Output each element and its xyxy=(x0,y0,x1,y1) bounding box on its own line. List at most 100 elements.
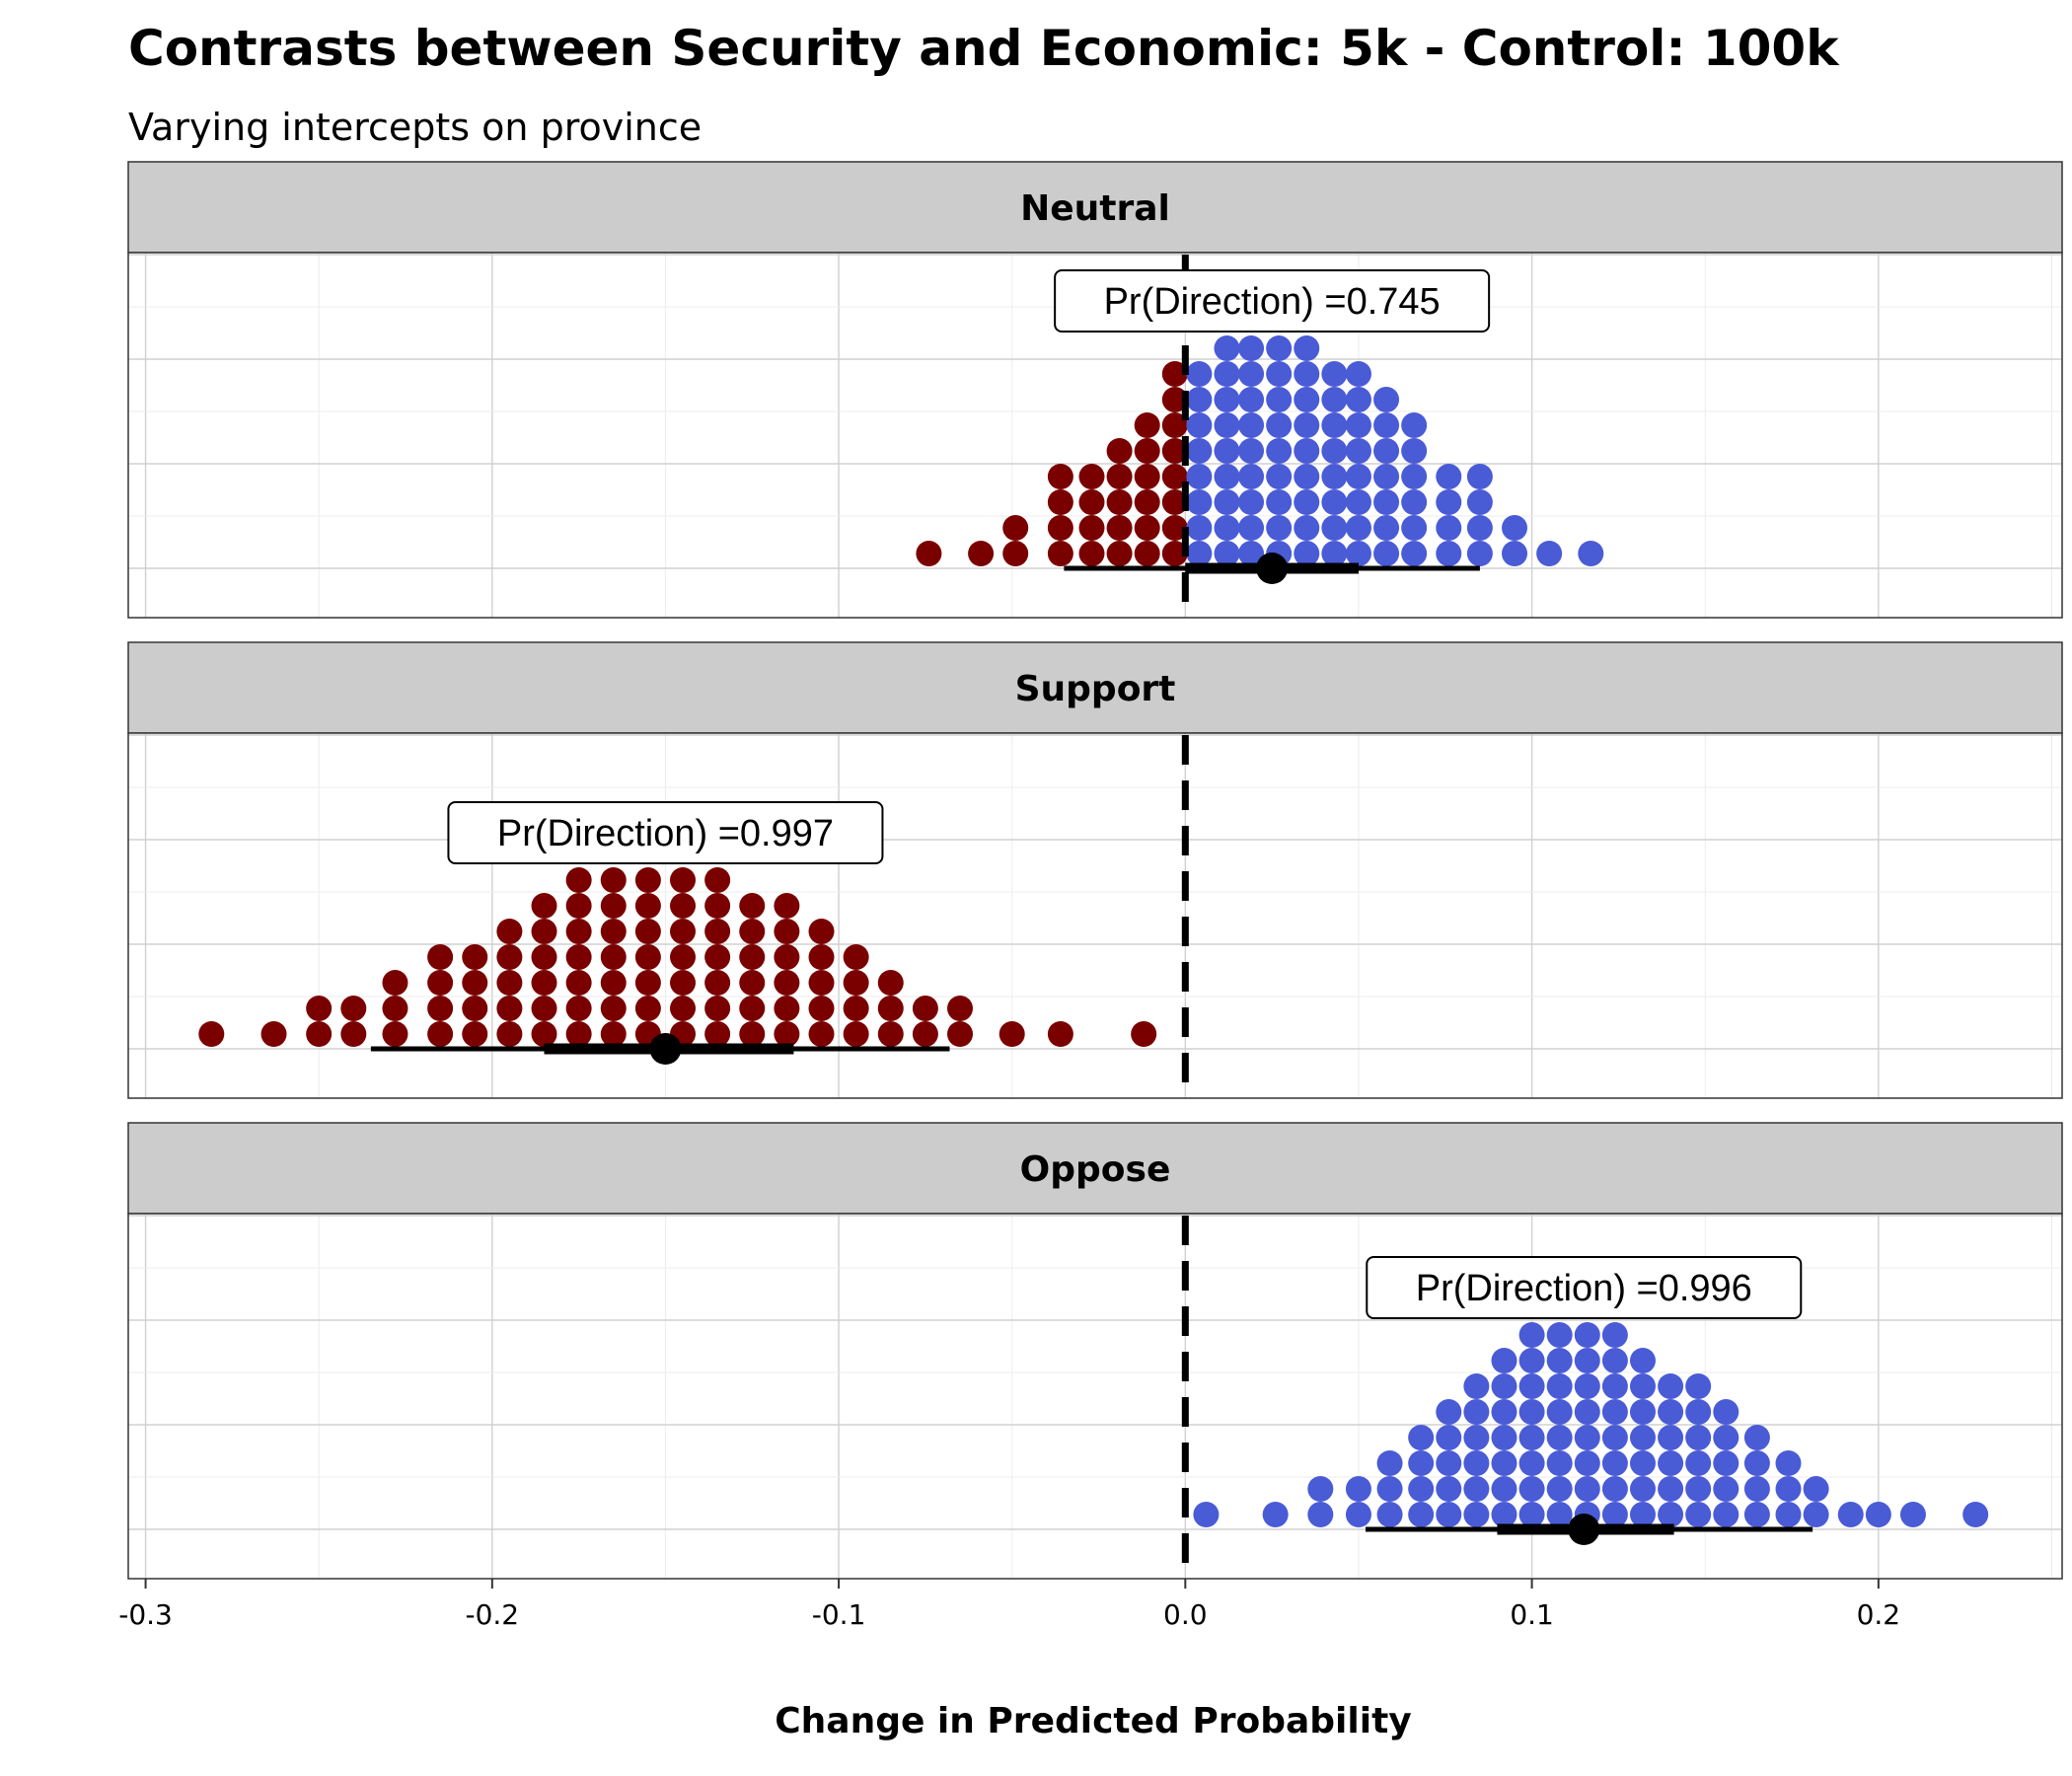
dot xyxy=(1321,464,1348,489)
dot xyxy=(1436,464,1462,489)
dot xyxy=(1743,1450,1770,1476)
dot xyxy=(1186,515,1213,541)
dot xyxy=(496,1021,523,1047)
dot xyxy=(531,1021,557,1047)
dot xyxy=(1266,361,1293,387)
dot xyxy=(1436,489,1462,515)
dot xyxy=(1574,1373,1600,1399)
dot xyxy=(843,996,869,1021)
dot xyxy=(1321,412,1348,438)
dot xyxy=(1865,1502,1891,1527)
dot xyxy=(1436,541,1462,566)
dot xyxy=(1161,541,1188,566)
dot xyxy=(1518,1399,1545,1425)
dot xyxy=(1345,438,1371,464)
dot xyxy=(704,867,731,893)
dot xyxy=(1658,1425,1684,1450)
dot xyxy=(1238,335,1265,361)
dot xyxy=(739,970,766,996)
dot xyxy=(1161,515,1188,541)
dot xyxy=(670,893,697,919)
dot xyxy=(427,970,454,996)
dot xyxy=(1262,1502,1289,1527)
dot xyxy=(1436,515,1462,541)
dot xyxy=(1491,1450,1517,1476)
dot xyxy=(774,944,800,970)
x-axis-label: Change in Predicted Probability xyxy=(775,1701,1412,1741)
dot xyxy=(877,970,904,996)
dot xyxy=(427,1021,454,1047)
panel-border xyxy=(127,732,2063,1099)
dot xyxy=(1491,1502,1517,1527)
dot xyxy=(1373,412,1400,438)
dot xyxy=(1491,1399,1517,1425)
pd-label: Pr(Direction) =0.996 xyxy=(1416,1268,1752,1309)
dot xyxy=(1214,464,1240,489)
dot xyxy=(565,1021,592,1047)
median-point xyxy=(1568,1514,1600,1545)
dot xyxy=(1574,1322,1600,1348)
dot xyxy=(1373,438,1400,464)
dot xyxy=(1238,412,1265,438)
dot xyxy=(1502,541,1528,566)
dot xyxy=(462,996,488,1021)
dot xyxy=(1518,1502,1545,1527)
dot xyxy=(340,1021,367,1047)
dot xyxy=(1401,438,1428,464)
dot xyxy=(1658,1399,1684,1425)
dot xyxy=(1345,489,1371,515)
dot xyxy=(1345,1476,1371,1502)
dot xyxy=(531,919,557,944)
dot xyxy=(531,944,557,970)
dot xyxy=(531,996,557,1021)
dot xyxy=(774,970,800,996)
dot xyxy=(704,996,731,1021)
dot xyxy=(1775,1450,1802,1476)
dot xyxy=(1658,1373,1684,1399)
dot xyxy=(1214,387,1240,412)
dot xyxy=(1491,1476,1517,1502)
dot xyxy=(1345,412,1371,438)
dot xyxy=(1466,515,1493,541)
dot xyxy=(600,893,627,919)
dot xyxy=(1002,515,1029,541)
dot xyxy=(1214,412,1240,438)
dot xyxy=(1321,489,1348,515)
dot xyxy=(1436,1502,1462,1527)
dot xyxy=(1601,1348,1628,1373)
dot xyxy=(704,1021,731,1047)
dot xyxy=(382,996,408,1021)
dot xyxy=(1713,1450,1739,1476)
dot xyxy=(947,1021,974,1047)
dot xyxy=(1134,515,1160,541)
dot xyxy=(1574,1348,1600,1373)
dot xyxy=(1376,1476,1403,1502)
dot xyxy=(462,970,488,996)
dot xyxy=(1161,361,1188,387)
dot xyxy=(1214,541,1240,566)
dot xyxy=(704,944,731,970)
dot xyxy=(1491,1373,1517,1399)
dot xyxy=(496,996,523,1021)
pd-label-box xyxy=(1054,269,1491,333)
dot xyxy=(1266,412,1293,438)
dot xyxy=(1321,515,1348,541)
dot xyxy=(531,970,557,996)
dot xyxy=(1578,541,1604,566)
dot xyxy=(1214,438,1240,464)
dot xyxy=(1629,1476,1656,1502)
dot xyxy=(306,996,333,1021)
pd-label-box xyxy=(1366,1256,1803,1319)
dot xyxy=(1629,1502,1656,1527)
dot xyxy=(843,1021,869,1047)
dot xyxy=(1294,412,1320,438)
dot xyxy=(912,996,938,1021)
dot xyxy=(1685,1373,1712,1399)
dot xyxy=(1106,438,1133,464)
dot xyxy=(808,996,835,1021)
dot xyxy=(1463,1373,1490,1399)
dot xyxy=(1294,387,1320,412)
dot xyxy=(1518,1425,1545,1450)
dot xyxy=(1518,1322,1545,1348)
dot xyxy=(1294,541,1320,566)
